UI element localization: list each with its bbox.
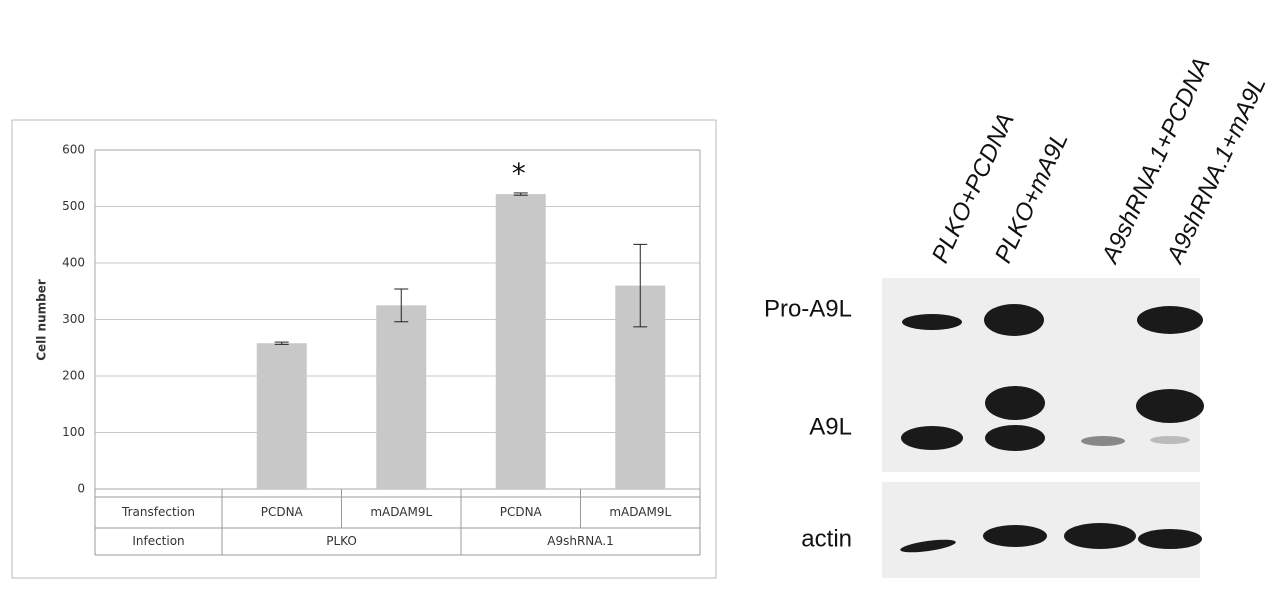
row-label: A9L — [809, 413, 852, 440]
bar — [376, 305, 426, 489]
group-label: A9shRNA.1 — [547, 534, 613, 548]
y-tick-label: 600 — [62, 143, 85, 157]
figure: 0 100 200 300 400 500 600 Transfection Infection… — [0, 0, 1277, 586]
y-tick-label: 200 — [62, 369, 85, 383]
band — [984, 304, 1044, 336]
band — [1138, 529, 1202, 549]
band — [983, 525, 1047, 547]
x-tick-label: PCDNA — [261, 505, 304, 519]
x-tick-label: mADAM9L — [370, 505, 432, 519]
band — [1064, 523, 1136, 549]
y-tick-label: 500 — [62, 199, 85, 213]
band — [1136, 389, 1204, 423]
row-label: actin — [801, 525, 852, 552]
y-tick-label: 0 — [77, 482, 85, 496]
row-label: Transfection — [121, 505, 195, 519]
row-label: Infection — [132, 534, 184, 548]
band — [985, 425, 1045, 451]
band — [1137, 306, 1203, 334]
x-tick-label: PCDNA — [500, 505, 543, 519]
x-tick-label: mADAM9L — [609, 505, 671, 519]
bar — [257, 343, 307, 489]
bar — [496, 194, 546, 489]
y-tick-label: 300 — [62, 312, 85, 326]
y-tick-label: 100 — [62, 425, 85, 439]
y-tick-label: 400 — [62, 256, 85, 270]
group-label: PLKO — [326, 534, 357, 548]
band — [1150, 436, 1190, 444]
band — [902, 314, 962, 330]
band — [1081, 436, 1125, 446]
band — [901, 426, 963, 450]
y-axis-label: Cell number — [35, 279, 49, 361]
band — [985, 386, 1045, 420]
annotation: * — [512, 157, 526, 190]
row-label: Pro-A9L — [764, 295, 852, 322]
